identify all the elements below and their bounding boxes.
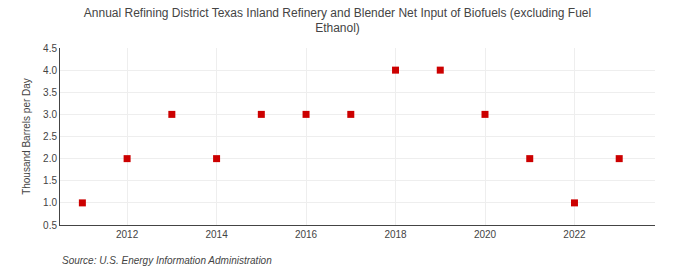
svg-text:2022: 2022 — [563, 229, 586, 240]
svg-text:Thousand Barrels per Day: Thousand Barrels per Day — [21, 78, 32, 195]
svg-text:3.0: 3.0 — [43, 109, 57, 120]
svg-text:2014: 2014 — [205, 229, 228, 240]
svg-text:Annual Refining District Texas: Annual Refining District Texas Inland Re… — [84, 6, 591, 36]
svg-text:0.5: 0.5 — [43, 220, 57, 231]
svg-text:1.0: 1.0 — [43, 197, 57, 208]
svg-text:2.5: 2.5 — [43, 131, 57, 142]
svg-text:2016: 2016 — [295, 229, 318, 240]
svg-text:4.0: 4.0 — [43, 65, 57, 76]
svg-text:2012: 2012 — [116, 229, 139, 240]
svg-text:2.0: 2.0 — [43, 153, 57, 164]
svg-text:4.5: 4.5 — [43, 43, 57, 54]
svg-text:2018: 2018 — [384, 229, 407, 240]
svg-text:Source: U.S. Energy Informatio: Source: U.S. Energy Information Administ… — [62, 255, 272, 266]
svg-text:2020: 2020 — [474, 229, 497, 240]
svg-text:3.5: 3.5 — [43, 87, 57, 98]
svg-text:1.5: 1.5 — [43, 175, 57, 186]
